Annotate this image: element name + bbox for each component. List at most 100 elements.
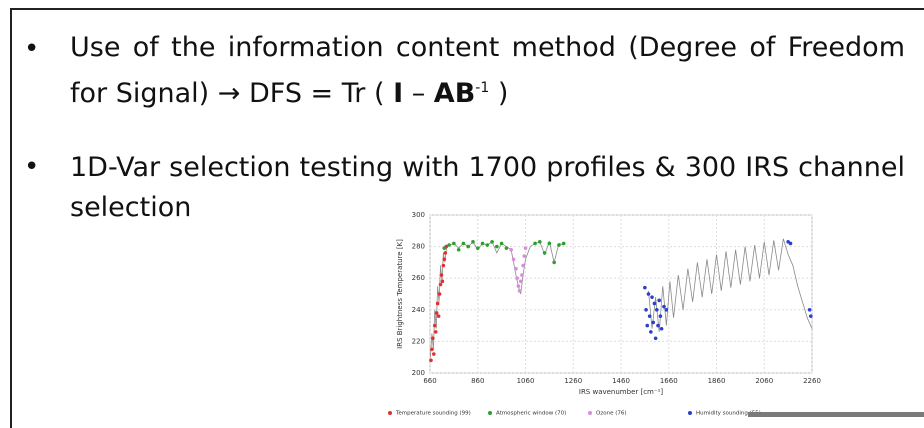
point: [521, 263, 525, 268]
point: [807, 308, 812, 312]
point: [434, 311, 439, 315]
point: [650, 295, 654, 299]
point: [517, 289, 522, 293]
bullet: •: [24, 152, 40, 182]
point: [436, 314, 441, 318]
point: [518, 279, 523, 284]
point: [516, 284, 521, 288]
text: –: [403, 78, 434, 109]
legend-marker: [388, 411, 392, 415]
point: [443, 251, 448, 255]
point: [523, 246, 528, 250]
point: [652, 301, 657, 306]
point: [431, 336, 435, 341]
point: [456, 247, 461, 252]
point: [429, 358, 433, 363]
legend-label: Ozone (76): [596, 411, 627, 417]
x-tick-label: 660: [423, 377, 436, 385]
legend-marker: [488, 411, 492, 415]
x-tick-label: 2060: [755, 377, 773, 385]
point: [557, 243, 561, 247]
x-tick-label: 1060: [517, 377, 535, 385]
point: [438, 282, 443, 287]
point: [651, 320, 656, 325]
point: [437, 292, 442, 296]
x-tick-label: 2260: [803, 377, 821, 385]
text: AB: [433, 78, 476, 109]
point: [495, 244, 499, 249]
legend-marker: [688, 411, 692, 415]
y-tick-label: 220: [412, 337, 425, 345]
x-tick-label: 1260: [564, 377, 582, 385]
point: [647, 314, 652, 318]
point: [471, 240, 475, 244]
point: [552, 260, 556, 265]
point: [522, 254, 527, 258]
chart: 200 220 240 260 280 300 660 860 1060 1260 1460 1660…: [388, 211, 821, 417]
point: [664, 308, 669, 312]
point: [659, 326, 664, 331]
text: I: [393, 78, 404, 109]
point: [643, 285, 647, 290]
point: [542, 251, 547, 255]
plot-area: [429, 214, 813, 374]
point: [480, 241, 485, 246]
point: [653, 336, 658, 341]
point: [435, 301, 440, 306]
point: [547, 241, 552, 246]
x-tick-label: 860: [471, 377, 484, 385]
point: [447, 243, 451, 247]
point: [514, 266, 518, 271]
legend-label: Atmospheric window (70): [496, 411, 566, 417]
point: [538, 240, 542, 244]
point: [490, 240, 494, 244]
point: [440, 279, 445, 284]
point: [644, 308, 648, 312]
text: ): [489, 78, 509, 109]
point: [441, 263, 446, 268]
y-tick-label: 240: [412, 306, 425, 314]
point: [515, 276, 519, 280]
point: [658, 314, 663, 318]
x-tick-label: 1660: [660, 377, 678, 385]
y-tick-label: 280: [412, 243, 425, 251]
point: [432, 352, 436, 356]
point: [452, 241, 456, 246]
point: [442, 257, 447, 262]
point: [466, 244, 470, 249]
point: [475, 246, 480, 250]
point: [655, 308, 659, 312]
point: [809, 314, 813, 318]
y-axis-label: IRS Brightness Temperature [K]: [396, 239, 404, 349]
bullet: •: [24, 34, 40, 64]
point: [511, 257, 516, 262]
point: [657, 298, 661, 303]
point: [509, 247, 513, 252]
legend-label: Humidity sounding (55): [696, 411, 761, 417]
x-tick-label: 1860: [708, 377, 726, 385]
point: [645, 323, 650, 328]
y-tick-label: 260: [412, 274, 425, 282]
overlay-bar: [748, 412, 924, 417]
point: [432, 323, 437, 328]
bullet-text: Use of the information content method (D…: [70, 28, 905, 114]
point: [439, 273, 444, 277]
legend-marker: [588, 411, 592, 415]
x-axis-label: IRS wavenumber [cm⁻¹]: [579, 388, 664, 396]
point: [485, 243, 490, 247]
point: [649, 330, 653, 334]
point: [662, 304, 666, 309]
point: [430, 347, 434, 352]
point: [433, 330, 438, 334]
y-tick-label: 200: [412, 369, 425, 377]
text: Use of the information content method (D…: [70, 32, 905, 109]
bullet-text: 1D-Var selection testing with 1700 profi…: [70, 152, 905, 223]
point: [656, 323, 660, 328]
point: [504, 246, 509, 250]
point: [561, 241, 566, 246]
y-tick-label: 300: [412, 211, 425, 219]
point: [520, 273, 524, 277]
point: [646, 292, 651, 296]
point: [442, 246, 447, 250]
point: [533, 241, 537, 246]
